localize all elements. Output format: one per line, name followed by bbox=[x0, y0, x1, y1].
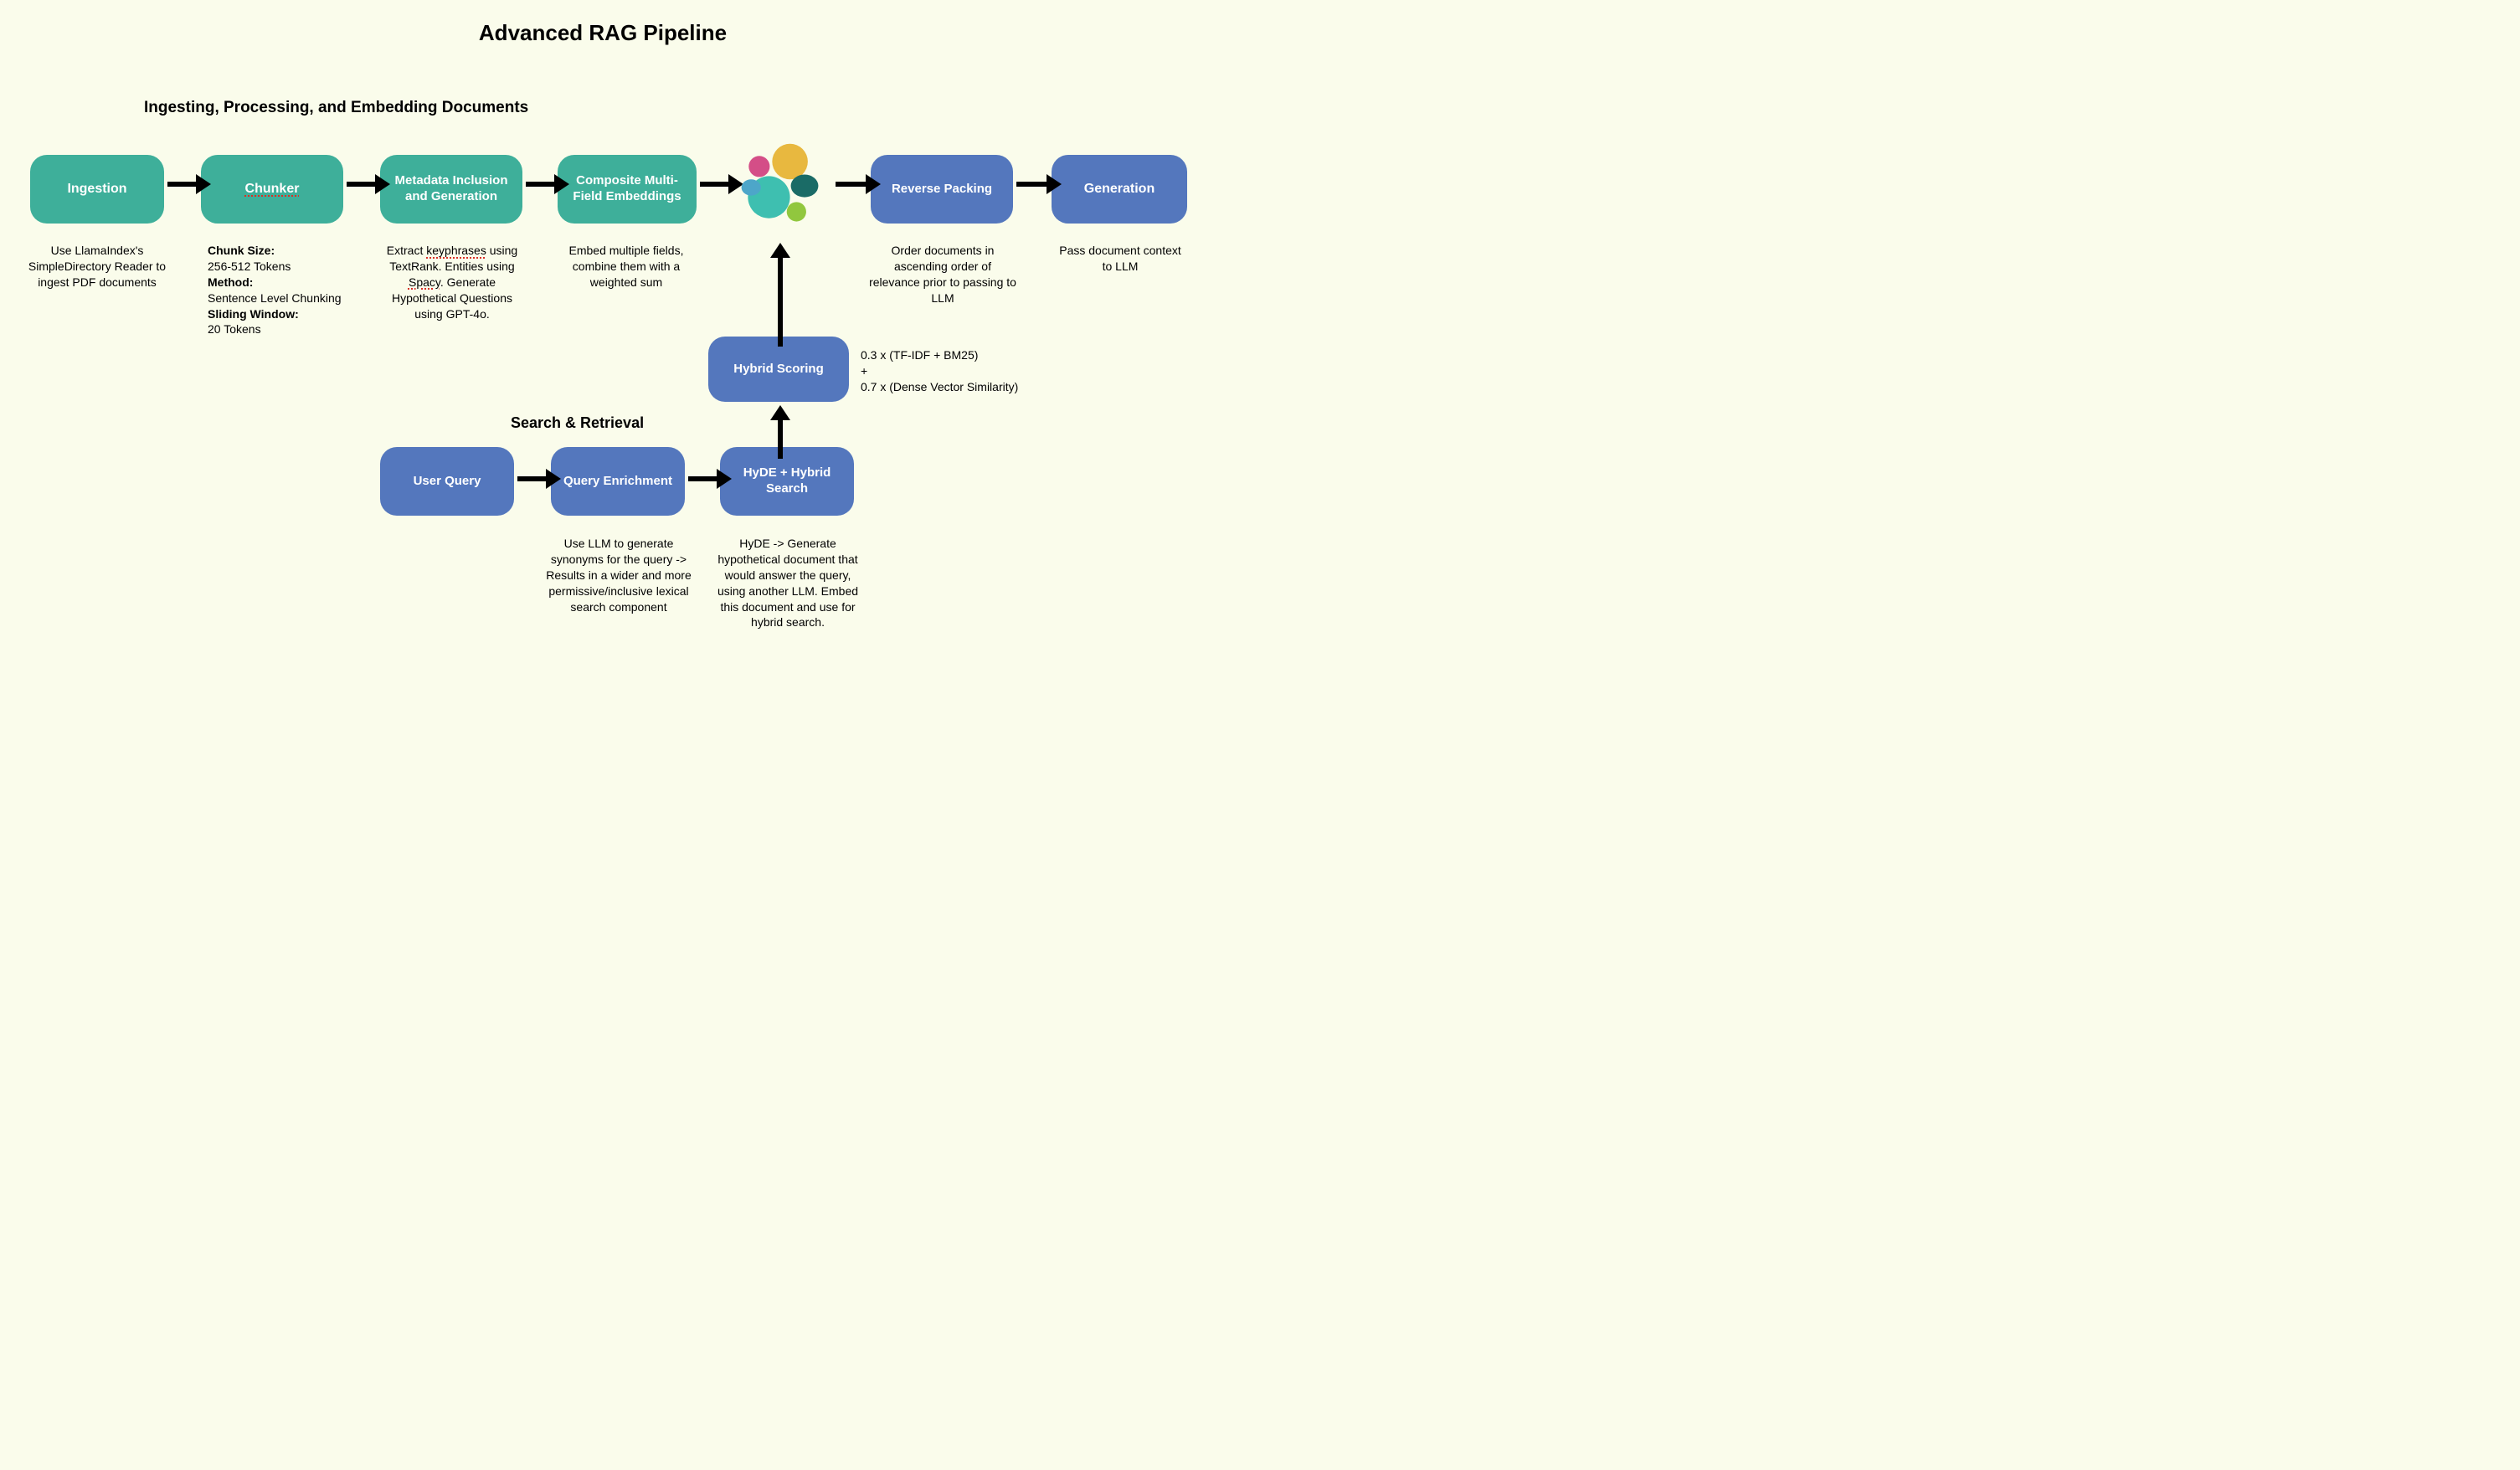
page-title: Advanced RAG Pipeline bbox=[0, 20, 1206, 46]
desc-metadata_d: Extract keyphrases using TextRank. Entit… bbox=[382, 243, 522, 321]
arrow-right bbox=[688, 467, 732, 491]
section-ingest-title: Ingesting, Processing, and Embedding Doc… bbox=[144, 99, 528, 117]
arrow-right bbox=[167, 172, 211, 196]
arrow-right bbox=[526, 172, 569, 196]
section-search-title: Search & Retrieval bbox=[511, 414, 644, 432]
node-userquery: User Query bbox=[380, 447, 514, 516]
desc-reverse_d: Order documents in ascending order of re… bbox=[869, 243, 1016, 306]
node-reverse: Reverse Packing bbox=[871, 155, 1013, 224]
elasticsearch-icon bbox=[732, 141, 829, 233]
desc-hyde_d: HyDE -> Generate hypothetical document t… bbox=[712, 536, 864, 630]
arrow-right bbox=[836, 172, 881, 196]
node-generation: Generation bbox=[1052, 155, 1187, 224]
node-chunker: Chunker bbox=[201, 155, 343, 224]
desc-chunker_d: Chunk Size:256-512 TokensMethod:Sentence… bbox=[208, 243, 358, 337]
arrow-up bbox=[769, 405, 792, 459]
node-composite: Composite Multi-Field Embeddings bbox=[558, 155, 697, 224]
node-ingestion: Ingestion bbox=[30, 155, 164, 224]
desc-generation_d: Pass document context to LLM bbox=[1053, 243, 1187, 275]
arrow-up bbox=[769, 243, 792, 347]
arrow-right bbox=[1016, 172, 1062, 196]
desc-composite_d: Embed multiple fields, combine them with… bbox=[553, 243, 700, 290]
desc-hybrid_d: 0.3 x (TF-IDF + BM25)+0.7 x (Dense Vecto… bbox=[861, 347, 1053, 395]
arrow-right bbox=[517, 467, 561, 491]
desc-ingestion_d: Use LlamaIndex's SimpleDirectory Reader … bbox=[20, 243, 174, 290]
desc-queryenrich_d: Use LLM to generate synonyms for the que… bbox=[543, 536, 695, 614]
node-queryenrich: Query Enrichment bbox=[551, 447, 685, 516]
arrow-right bbox=[347, 172, 390, 196]
node-metadata: Metadata Inclusion and Generation bbox=[380, 155, 522, 224]
